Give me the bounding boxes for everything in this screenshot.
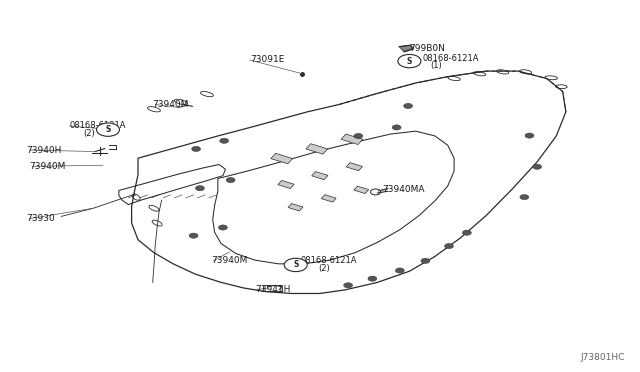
Circle shape <box>189 233 198 238</box>
Polygon shape <box>399 45 413 52</box>
Text: (2): (2) <box>319 264 330 273</box>
Circle shape <box>220 138 228 143</box>
Circle shape <box>218 225 227 230</box>
Bar <box>312 171 328 180</box>
Circle shape <box>392 125 401 130</box>
Text: 73941H: 73941H <box>255 285 290 294</box>
Circle shape <box>97 123 120 137</box>
Circle shape <box>195 186 204 191</box>
Circle shape <box>396 268 404 273</box>
Bar <box>321 195 336 202</box>
Text: S: S <box>406 57 412 65</box>
Text: J73801HC: J73801HC <box>581 353 625 362</box>
Circle shape <box>354 134 363 138</box>
Text: 08168-6121A: 08168-6121A <box>70 122 126 131</box>
Text: 73940H: 73940H <box>26 145 61 154</box>
Text: 73940M: 73940M <box>153 100 189 109</box>
Text: (2): (2) <box>84 128 95 138</box>
Circle shape <box>421 258 430 263</box>
Circle shape <box>463 230 471 235</box>
Bar <box>341 134 363 145</box>
Text: 73930: 73930 <box>26 214 55 223</box>
Text: S: S <box>106 125 111 134</box>
Text: S: S <box>293 260 298 269</box>
Circle shape <box>404 103 413 109</box>
Bar <box>278 180 294 189</box>
Text: 73091E: 73091E <box>250 55 284 64</box>
Bar <box>271 153 292 164</box>
Circle shape <box>532 164 541 169</box>
Bar <box>306 144 328 154</box>
Circle shape <box>368 276 377 281</box>
Text: 799B0N: 799B0N <box>410 44 445 52</box>
Text: (1): (1) <box>431 61 442 70</box>
Bar <box>346 163 362 171</box>
Text: 08168-6121A: 08168-6121A <box>301 256 357 265</box>
Circle shape <box>398 54 421 68</box>
Bar <box>262 285 282 291</box>
Circle shape <box>284 258 307 272</box>
Circle shape <box>520 195 529 200</box>
Text: 73940M: 73940M <box>211 256 248 265</box>
Text: 73940MA: 73940MA <box>383 185 425 194</box>
Circle shape <box>525 133 534 138</box>
Text: 73940M: 73940M <box>29 162 66 171</box>
Circle shape <box>445 243 454 248</box>
Bar <box>288 203 303 211</box>
Text: 08168-6121A: 08168-6121A <box>422 54 479 62</box>
Circle shape <box>344 283 353 288</box>
Circle shape <box>191 146 200 151</box>
Bar <box>354 186 369 193</box>
Circle shape <box>226 177 235 183</box>
